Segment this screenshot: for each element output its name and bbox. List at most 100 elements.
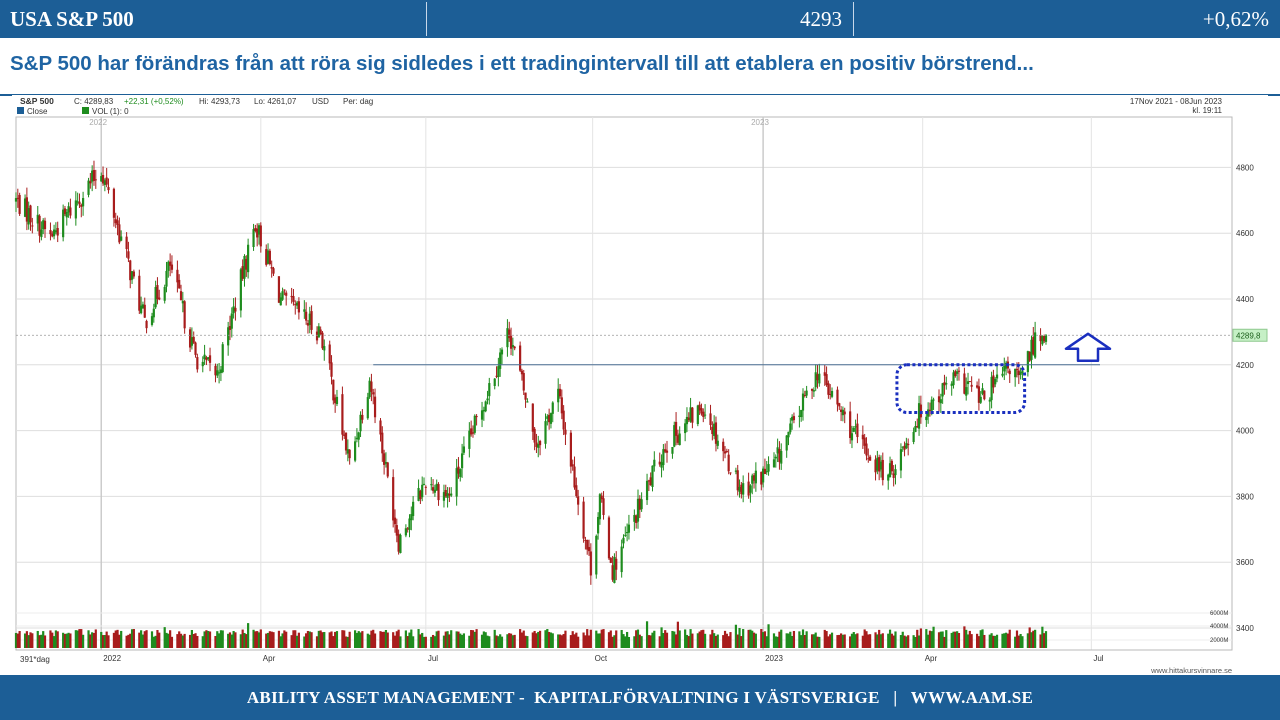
candle-body bbox=[785, 435, 788, 451]
volume-series bbox=[14, 621, 1048, 648]
candle-body bbox=[399, 534, 402, 553]
candle-body bbox=[575, 485, 578, 497]
volume-bar bbox=[310, 632, 313, 648]
volume-bar bbox=[544, 630, 547, 648]
volume-bar bbox=[1026, 633, 1029, 648]
volume-bar bbox=[484, 632, 487, 648]
legend-close-label: Close bbox=[27, 107, 48, 116]
candle-body bbox=[482, 409, 485, 412]
volume-bar bbox=[101, 635, 105, 648]
candle-body bbox=[850, 433, 854, 441]
candle-body bbox=[557, 388, 560, 403]
headline-text: S&P 500 har förändras från att röra sig … bbox=[10, 52, 1034, 75]
volume-bar bbox=[557, 634, 560, 648]
candle-body bbox=[317, 326, 320, 338]
candle-body bbox=[674, 421, 678, 436]
volume-bar bbox=[633, 636, 636, 648]
volume-bar bbox=[105, 631, 108, 648]
candle-body bbox=[163, 286, 166, 301]
volume-bar bbox=[963, 626, 966, 648]
volume-bar bbox=[774, 636, 777, 648]
candle-body bbox=[849, 411, 852, 438]
legend-close-swatch bbox=[17, 107, 24, 114]
candle-body bbox=[1043, 335, 1046, 342]
candle-body bbox=[239, 269, 242, 311]
volume-bar bbox=[381, 631, 384, 648]
candle-body bbox=[765, 471, 768, 473]
candle-body bbox=[975, 385, 979, 388]
candle-body bbox=[230, 313, 233, 329]
volume-bar bbox=[970, 634, 973, 648]
volume-bar bbox=[1030, 632, 1033, 648]
x-tick-label: 2023 bbox=[765, 654, 783, 663]
candle-body bbox=[129, 260, 132, 281]
volume-bar bbox=[31, 633, 34, 648]
candle-body bbox=[977, 386, 981, 403]
volume-bar bbox=[214, 635, 217, 648]
candle-body bbox=[856, 423, 859, 438]
candle-body bbox=[678, 433, 681, 446]
volume-bar bbox=[25, 631, 28, 648]
volume-bar bbox=[1008, 629, 1011, 648]
candle-body bbox=[776, 447, 779, 454]
footer-divider: | bbox=[893, 688, 898, 707]
volume-bar bbox=[729, 632, 732, 648]
volume-bar bbox=[303, 636, 306, 648]
volume-bar bbox=[328, 632, 331, 648]
volume-bar bbox=[315, 636, 319, 648]
footer-company: ABILITY ASSET MANAGEMENT - KAPITALFÖRVAL… bbox=[246, 688, 880, 707]
candle-body bbox=[636, 498, 640, 522]
candle-body bbox=[537, 444, 540, 448]
volume-bar bbox=[535, 633, 538, 648]
volume-bar bbox=[194, 633, 197, 648]
volume-bar bbox=[664, 630, 667, 648]
volume-bar bbox=[348, 631, 351, 648]
candle-body bbox=[279, 297, 282, 306]
volume-bar bbox=[1001, 633, 1004, 648]
candle-body bbox=[103, 180, 106, 185]
candle-body bbox=[600, 495, 603, 500]
volume-bar bbox=[856, 633, 859, 648]
volume-bar bbox=[560, 635, 563, 648]
volume-bar bbox=[163, 627, 166, 648]
volume-bar bbox=[519, 629, 522, 648]
candle-body bbox=[638, 498, 641, 510]
volume-bar bbox=[219, 630, 223, 648]
volume-bar bbox=[127, 634, 130, 648]
volume-bar bbox=[103, 635, 106, 648]
candle-body bbox=[80, 204, 83, 207]
candle-body bbox=[798, 415, 801, 418]
candle-body bbox=[176, 269, 179, 283]
candle-body bbox=[1030, 339, 1033, 360]
volume-bar bbox=[673, 631, 676, 648]
volume-bar bbox=[379, 631, 382, 648]
candle-body bbox=[830, 390, 834, 397]
volume-bar bbox=[957, 633, 961, 648]
volume-bar bbox=[384, 629, 388, 648]
x-tick-label: Apr bbox=[263, 654, 276, 663]
candle-body bbox=[473, 415, 476, 433]
volume-bar bbox=[526, 636, 529, 648]
volume-bar bbox=[234, 632, 237, 648]
candle-body bbox=[419, 490, 422, 500]
candle-body bbox=[143, 304, 146, 318]
volume-bar bbox=[150, 631, 154, 648]
volume-bar bbox=[943, 636, 946, 648]
volume-bar bbox=[615, 630, 618, 648]
volume-bar bbox=[640, 636, 643, 648]
volume-bar bbox=[1006, 633, 1010, 648]
candle-body bbox=[321, 332, 324, 349]
volume-bar bbox=[23, 633, 27, 648]
candle-body bbox=[839, 409, 843, 412]
candle-body bbox=[863, 437, 866, 446]
volume-bar bbox=[754, 633, 757, 648]
volume-bar bbox=[330, 631, 333, 648]
footer-website[interactable]: WWW.AAM.SE bbox=[910, 688, 1034, 707]
volume-bar bbox=[916, 629, 919, 648]
info-period: Per: dag bbox=[343, 97, 373, 106]
volume-bar bbox=[36, 630, 39, 648]
candle-body bbox=[422, 483, 426, 485]
volume-bar bbox=[78, 629, 81, 648]
volume-bar bbox=[256, 631, 259, 648]
candle-body bbox=[1003, 365, 1006, 372]
